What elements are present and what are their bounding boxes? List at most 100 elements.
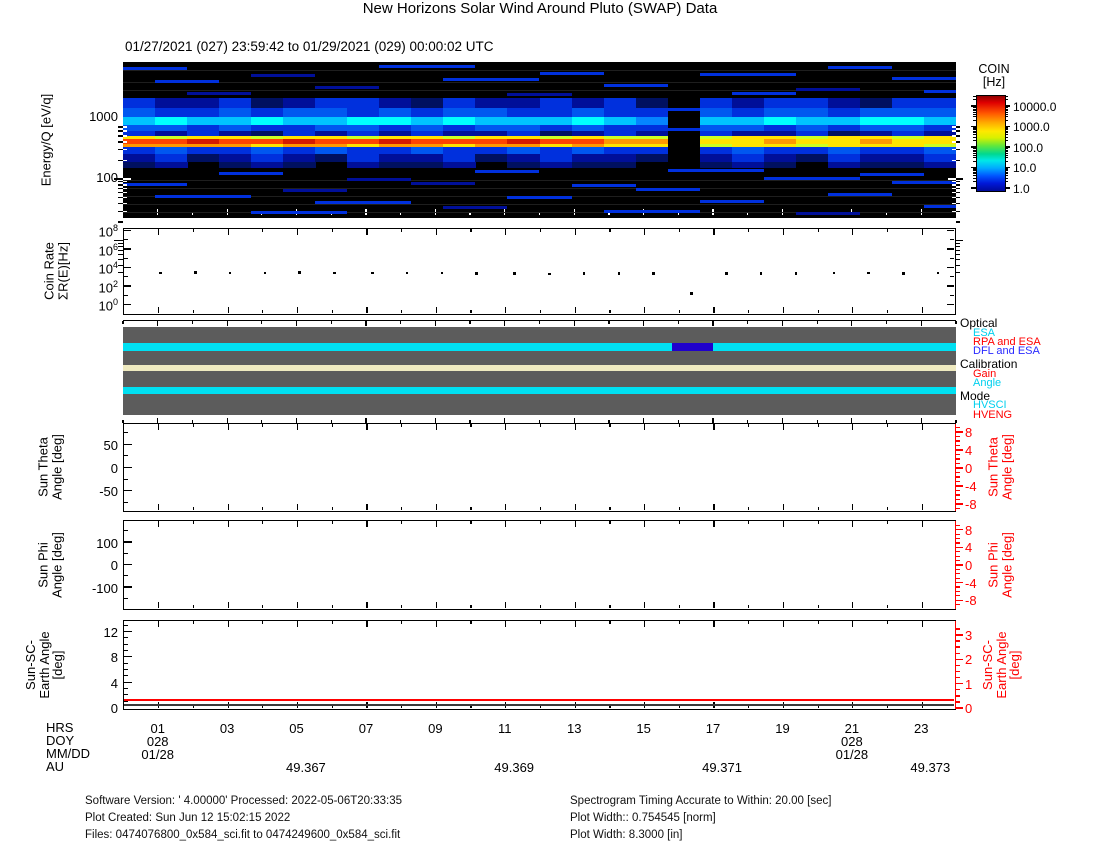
spectrogram-band-cell (155, 144, 188, 147)
tick-mark (950, 294, 954, 296)
tick-mark (956, 485, 963, 487)
tick-mark (226, 321, 228, 326)
tick-mark (1005, 152, 1008, 154)
tick-mark (330, 321, 332, 324)
tick-mark (124, 649, 128, 652)
tick-mark (956, 249, 960, 251)
spectrogram-band-cell (763, 108, 797, 117)
tick-mark (956, 599, 963, 601)
sun-phi-ylabel-line1: Sun Phi (35, 542, 51, 588)
spectrogram-band-cell (795, 125, 829, 131)
tick-mark (886, 705, 889, 708)
tick-mark (956, 551, 960, 553)
tick-mark (948, 178, 956, 180)
tick-mark (956, 507, 960, 510)
tick-mark (644, 504, 646, 510)
spectrogram-band-cell (635, 147, 669, 154)
spectrogram-band-cell (571, 117, 605, 125)
spectrogram-band-cell (827, 147, 861, 154)
tick-mark (435, 504, 437, 510)
tick-mark (400, 420, 402, 423)
spectrogram-band-cell (859, 154, 893, 162)
sse-ylabel-line3: [deg] (49, 650, 65, 680)
tick-mark (227, 521, 229, 527)
tick-mark (124, 294, 128, 296)
spectrogram-dash (923, 90, 956, 93)
spectrogram-band-cell (379, 131, 412, 136)
tick-mark (781, 321, 784, 326)
hour-label: 11 (498, 721, 512, 736)
spectrogram-band-cell (123, 154, 156, 162)
tick-mark (973, 140, 976, 142)
spectrogram-band-cell (379, 125, 412, 131)
tick-mark (920, 62, 922, 68)
tick-mark (947, 285, 954, 287)
spectrogram-band-cell (859, 125, 893, 131)
tick-mark (781, 62, 784, 68)
spectrogram-band-cell (571, 154, 605, 162)
tick-mark (956, 181, 960, 183)
spectrogram-band-cell (635, 136, 669, 139)
spectrogram-band-cell (411, 139, 444, 144)
sun-phi-ylabel-line2: Angle [deg] (49, 532, 64, 598)
tick-mark (261, 62, 263, 65)
tick-mark (296, 424, 299, 430)
tick-mark (124, 229, 131, 232)
spectrogram-band-cell (699, 147, 733, 154)
spectrogram-band-cell (347, 136, 380, 139)
spectrogram-row-separator (123, 212, 956, 214)
tick-mark (573, 62, 575, 68)
tick-mark (1005, 113, 1008, 115)
axis-tick-label: 0 (110, 701, 118, 716)
tick-mark (123, 202, 127, 205)
spectrogram-band-cell (699, 98, 733, 108)
tick-mark (434, 418, 436, 423)
spectrogram-dash (475, 170, 540, 173)
tick-mark (124, 432, 128, 434)
tick-mark (956, 458, 960, 460)
tick-mark (852, 521, 854, 527)
spectrogram-band-cell (539, 139, 573, 144)
tick-mark (331, 521, 333, 524)
tick-mark (956, 426, 960, 429)
tick-mark (124, 624, 128, 626)
tick-mark (124, 490, 132, 492)
axis-tick-label: -50 (99, 484, 118, 500)
spectrogram-dash (699, 73, 796, 76)
tick-mark (677, 420, 679, 423)
tick-mark (609, 507, 611, 510)
status-legend-hveng: HVENG (973, 409, 1013, 421)
tick-mark (973, 175, 976, 177)
tick-mark (123, 184, 127, 186)
tick-mark (470, 310, 472, 313)
tick-mark (852, 602, 854, 608)
tick-mark (782, 307, 785, 313)
coin-rate-point (794, 272, 798, 275)
spectrogram-band-cell (859, 131, 893, 136)
tick-mark (366, 521, 368, 527)
tick-mark (748, 507, 750, 510)
tick-mark (956, 652, 960, 654)
status-legend-optical: Optical (960, 316, 998, 330)
spectrogram-band-cell (827, 108, 861, 117)
tick-mark (574, 521, 576, 527)
tick-mark (1005, 107, 1008, 109)
tick-mark (469, 420, 471, 423)
tick-mark (123, 187, 127, 190)
spectrogram-band-cell (731, 108, 765, 117)
tick-mark (118, 149, 123, 151)
tick-mark (124, 257, 128, 259)
tick-mark (1005, 125, 1010, 128)
tick-mark (885, 321, 888, 324)
tick-mark (973, 126, 976, 128)
tick-mark (956, 480, 960, 483)
spectrogram-band-cell (475, 108, 508, 117)
spectrogram-band-cell (283, 117, 316, 125)
axis-tick-label: 1 (965, 676, 973, 692)
spectrogram-band-cell (827, 154, 861, 162)
tick-mark (262, 229, 264, 232)
tick-mark (852, 504, 854, 510)
tick-mark (782, 504, 785, 510)
coin-rate-point (332, 271, 336, 275)
coin-rate-ytick-label: 108 (98, 223, 118, 240)
